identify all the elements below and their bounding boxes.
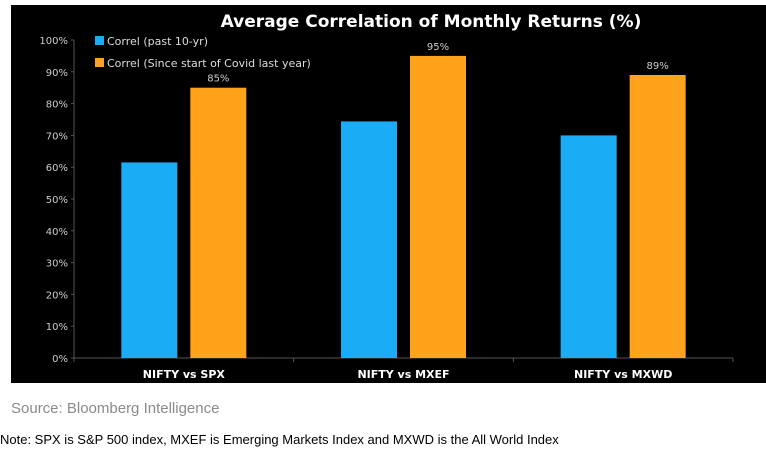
legend-label: Correl (past 10-yr) bbox=[107, 35, 208, 48]
chart: Average Correlation of Monthly Returns (… bbox=[11, 5, 766, 383]
legend-swatch bbox=[95, 36, 104, 45]
y-tick-label: 100% bbox=[39, 36, 68, 47]
legend-swatch bbox=[95, 58, 104, 67]
bar-past-10yr bbox=[341, 121, 397, 359]
y-tick-label: 20% bbox=[46, 290, 68, 301]
y-tick-label: 30% bbox=[46, 259, 68, 270]
y-tick-label: 50% bbox=[46, 195, 68, 206]
y-tick-label: 60% bbox=[46, 163, 68, 174]
y-tick-label: 70% bbox=[46, 131, 68, 142]
bar-past-10yr bbox=[560, 135, 617, 358]
data-label: 95% bbox=[427, 42, 449, 53]
data-label: 85% bbox=[207, 74, 229, 85]
y-tick-label: 80% bbox=[46, 100, 68, 111]
y-tick-label: 0% bbox=[52, 354, 68, 365]
y-tick-label: 90% bbox=[46, 68, 68, 79]
bar-since-covid bbox=[629, 74, 686, 358]
x-tick-label: NIFTY vs SPX bbox=[143, 368, 226, 381]
bar-since-covid bbox=[410, 55, 466, 359]
bar-past-10yr bbox=[121, 162, 178, 358]
x-tick-label: NIFTY vs MXWD bbox=[574, 368, 672, 381]
y-tick-label: 10% bbox=[46, 322, 68, 333]
x-tick-label: NIFTY vs MXEF bbox=[357, 368, 449, 381]
bar-chart: Average Correlation of Monthly Returns (… bbox=[39, 12, 734, 381]
bar-since-covid bbox=[190, 87, 247, 358]
source-text: Source: Bloomberg Intelligence bbox=[11, 400, 220, 417]
note-text: Note: SPX is S&P 500 index, MXEF is Emer… bbox=[0, 432, 559, 447]
chart-title: Average Correlation of Monthly Returns (… bbox=[221, 12, 642, 32]
data-label: 89% bbox=[647, 61, 669, 72]
y-tick-label: 40% bbox=[46, 227, 68, 238]
legend-label: Correl (Since start of Covid last year) bbox=[107, 57, 311, 70]
